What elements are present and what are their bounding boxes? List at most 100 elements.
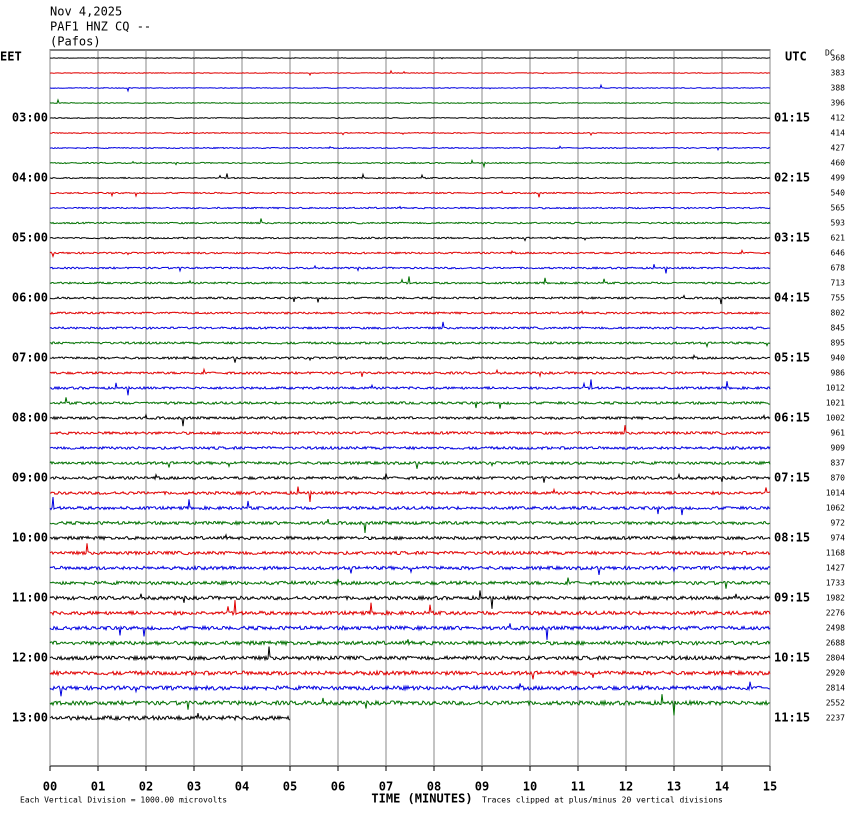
trace: [49, 367, 771, 378]
right-time: 03:15: [774, 231, 810, 245]
left-time: 07:00: [12, 351, 48, 365]
dc-value: 2498: [826, 624, 845, 633]
x-tick-label: 02: [139, 780, 153, 794]
x-tick-label: 06: [331, 780, 345, 794]
dc-value: 1427: [826, 564, 845, 573]
clip-note: Traces clipped at plus/minus 20 vertical…: [482, 796, 723, 805]
dc-value: 845: [831, 324, 846, 333]
trace: [49, 623, 771, 640]
dc-value: 1012: [826, 384, 845, 393]
trace: [49, 646, 771, 662]
right-zone: UTC: [785, 50, 807, 64]
right-time: 04:15: [774, 291, 810, 305]
dc-value: 646: [831, 249, 846, 258]
trace: [49, 564, 771, 575]
dc-value: 368: [831, 54, 846, 63]
trace: [50, 116, 771, 120]
right-time: 02:15: [774, 171, 810, 185]
dc-value: 802: [831, 309, 846, 318]
left-time: 08:00: [12, 411, 48, 425]
right-time: 09:15: [774, 591, 810, 605]
dc-value: 1021: [826, 399, 845, 408]
x-axis-label: TIME (MINUTES): [371, 792, 472, 806]
plot-frame: [49, 49, 771, 767]
trace: [49, 354, 771, 363]
dc-value: 412: [831, 114, 846, 123]
trace: [49, 681, 770, 697]
x-tick-label: 05: [283, 780, 297, 794]
dc-value: 2814: [826, 684, 845, 693]
left-time: 13:00: [12, 711, 48, 725]
trace: [49, 158, 771, 169]
left-zone: EET: [0, 50, 22, 64]
dc-value: 388: [831, 84, 846, 93]
left-time: 04:00: [12, 171, 48, 185]
trace: [49, 56, 771, 60]
trace: [50, 486, 771, 503]
x-tick-label: 10: [523, 780, 537, 794]
dc-value: 986: [831, 369, 846, 378]
right-time: 08:15: [774, 531, 810, 545]
x-tick-label: 01: [91, 780, 105, 794]
x-tick-label: 13: [667, 780, 681, 794]
left-time: 05:00: [12, 231, 48, 245]
trace: [49, 445, 771, 451]
dc-value: 678: [831, 264, 846, 273]
trace: [49, 460, 771, 469]
x-tick-label: 00: [43, 780, 57, 794]
trace: [49, 543, 771, 557]
dc-value: 427: [831, 144, 846, 153]
dc-value: 1002: [826, 414, 845, 423]
trace: [49, 131, 771, 137]
dc-value: 540: [831, 189, 846, 198]
x-tick-label: 14: [715, 780, 729, 794]
dc-value: 961: [831, 429, 846, 438]
dc-value: 755: [831, 294, 846, 303]
trace: [49, 413, 771, 427]
dc-value: 414: [831, 129, 846, 138]
x-tick-label: 03: [187, 780, 201, 794]
trace: [49, 497, 771, 516]
trace: [49, 639, 771, 647]
dc-header: DC: [825, 49, 835, 58]
dc-value: 2237: [826, 714, 845, 723]
dc-value: 460: [831, 159, 846, 168]
left-time: 12:00: [12, 651, 48, 665]
trace: [49, 172, 771, 180]
trace: [49, 533, 771, 541]
dc-value: 2920: [826, 669, 845, 678]
dc-value: 2276: [826, 609, 845, 618]
trace: [49, 98, 771, 104]
dc-value: 1062: [826, 504, 845, 513]
trace: [49, 83, 771, 93]
left-time: 11:00: [12, 591, 48, 605]
right-time: 05:15: [774, 351, 810, 365]
left-time: 03:00: [12, 111, 48, 125]
x-tick-label: 08: [427, 780, 441, 794]
dc-value: 837: [831, 459, 846, 468]
x-tick-label: 07: [379, 780, 393, 794]
dc-value: 713: [831, 279, 846, 288]
x-tick-label: 15: [763, 780, 777, 794]
trace: [49, 205, 771, 210]
right-time: 10:15: [774, 651, 810, 665]
location: (Pafos): [50, 35, 101, 49]
left-time: 10:00: [12, 531, 48, 545]
trace: [49, 379, 771, 396]
trace: [49, 276, 771, 286]
trace: [49, 69, 771, 77]
right-time: 01:15: [774, 111, 810, 125]
trace: [49, 190, 771, 198]
dc-value: 499: [831, 174, 846, 183]
dc-value: 870: [831, 474, 846, 483]
dc-value: 909: [831, 444, 846, 453]
trace: [49, 321, 771, 330]
trace: [49, 694, 771, 716]
trace: [49, 264, 771, 274]
right-time: 07:15: [774, 471, 810, 485]
trace: [49, 577, 771, 589]
x-tick-label: 11: [571, 780, 585, 794]
dc-value: 974: [831, 534, 846, 543]
